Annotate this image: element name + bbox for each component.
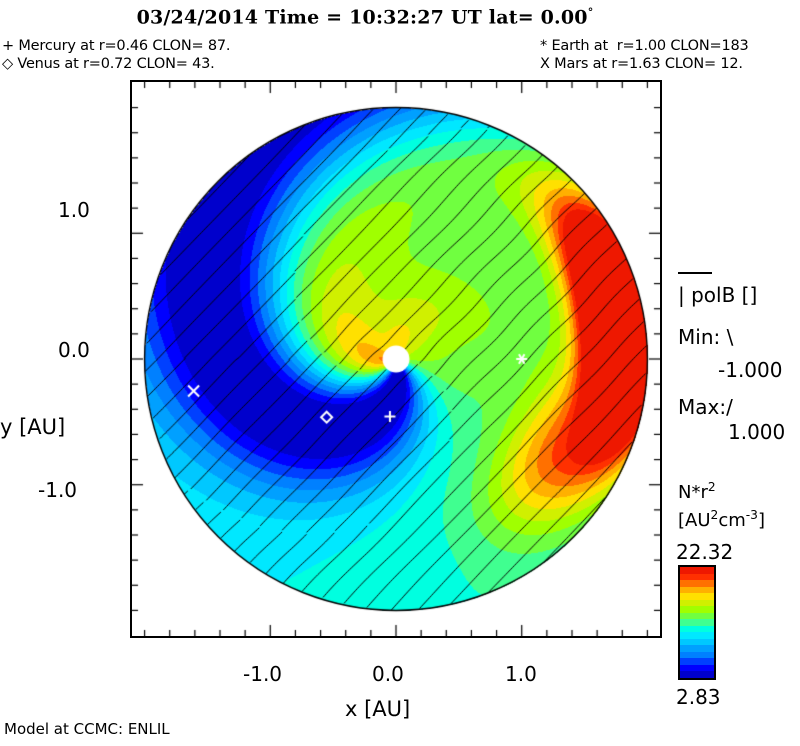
heliosphere-plot-frame <box>130 80 662 638</box>
legend-polarity-label: | polB [] <box>678 283 758 307</box>
x-tick-label-neg1: -1.0 <box>243 662 283 686</box>
colorbar-units-mid: cm <box>718 510 746 531</box>
colorbar-units-label: [AU2cm-3] <box>678 508 765 531</box>
colorbar-band <box>680 625 714 633</box>
legend-min-value: -1.000 <box>718 358 783 382</box>
slash-icon: / <box>726 395 733 419</box>
legend-min-row: Min: \ <box>678 325 733 349</box>
colorbar-units-exponent-1: 2 <box>710 508 719 522</box>
colorbar-units-exponent-2: -3 <box>745 508 758 522</box>
heliosphere-density-map <box>132 82 660 636</box>
colorbar-band <box>680 573 714 581</box>
page-title: 03/24/2014 Time = 10:32:27 UT lat= 0.00° <box>0 6 730 28</box>
colorbar-band <box>680 658 714 665</box>
colorbar-band <box>680 664 714 672</box>
colorbar-min-value: 2.83 <box>676 685 721 709</box>
colorbar-band <box>680 580 714 587</box>
colorbar-max-value: 22.32 <box>676 540 734 564</box>
colorbar-band <box>680 638 714 646</box>
colorbar-band <box>680 606 714 613</box>
y-tick-label-neg1: -1.0 <box>38 478 78 502</box>
legend-max-value: 1.000 <box>728 420 786 444</box>
model-credit: Model at CCMC: ENLIL <box>4 720 170 738</box>
y-axis-title: y [AU] <box>0 415 66 439</box>
legend-divider <box>678 272 712 274</box>
colorbar-units-open: [AU <box>678 510 711 531</box>
title-text: 03/24/2014 Time = 10:32:27 UT lat= 0.00 <box>136 6 588 29</box>
y-tick-label-0: 0.0 <box>58 338 90 362</box>
colorbar-band <box>680 599 714 607</box>
planet-info-mercury: + Mercury at r=0.46 CLON= 87. <box>2 38 231 54</box>
legend-max-label: Max: <box>678 395 727 419</box>
planet-info-earth: * Earth at r=1.00 CLON=183 <box>540 38 749 54</box>
degree-symbol: ° <box>587 6 594 19</box>
colorbar-band <box>680 671 714 678</box>
x-tick-label-pos1: 1.0 <box>505 662 537 686</box>
colorbar-band <box>680 619 714 626</box>
colorbar-band <box>680 567 714 574</box>
x-axis-title: x [AU] <box>345 697 411 721</box>
x-tick-label-0: 0.0 <box>372 662 404 686</box>
colorbar-band <box>680 651 714 659</box>
density-colorbar <box>678 565 716 680</box>
colorbar-band <box>680 593 714 600</box>
y-tick-label-pos1: 1.0 <box>58 198 90 222</box>
planet-info-mars: X Mars at r=1.63 CLON= 12. <box>540 56 743 72</box>
planet-info-venus: ◇ Venus at r=0.72 CLON= 43. <box>2 56 215 72</box>
colorbar-band <box>680 612 714 620</box>
colorbar-band <box>680 586 714 594</box>
colorbar-quantity-exponent: 2 <box>707 480 716 494</box>
legend-max-row: Max:/ <box>678 395 733 419</box>
colorbar-quantity-base: N*r <box>678 482 708 503</box>
legend-min-label: Min: <box>678 325 721 349</box>
colorbar-units-close: ] <box>757 510 765 531</box>
colorbar-quantity-label: N*r2 <box>678 480 716 503</box>
backslash-icon: \ <box>726 325 734 349</box>
colorbar-band <box>680 632 714 639</box>
colorbar-band <box>680 645 714 652</box>
